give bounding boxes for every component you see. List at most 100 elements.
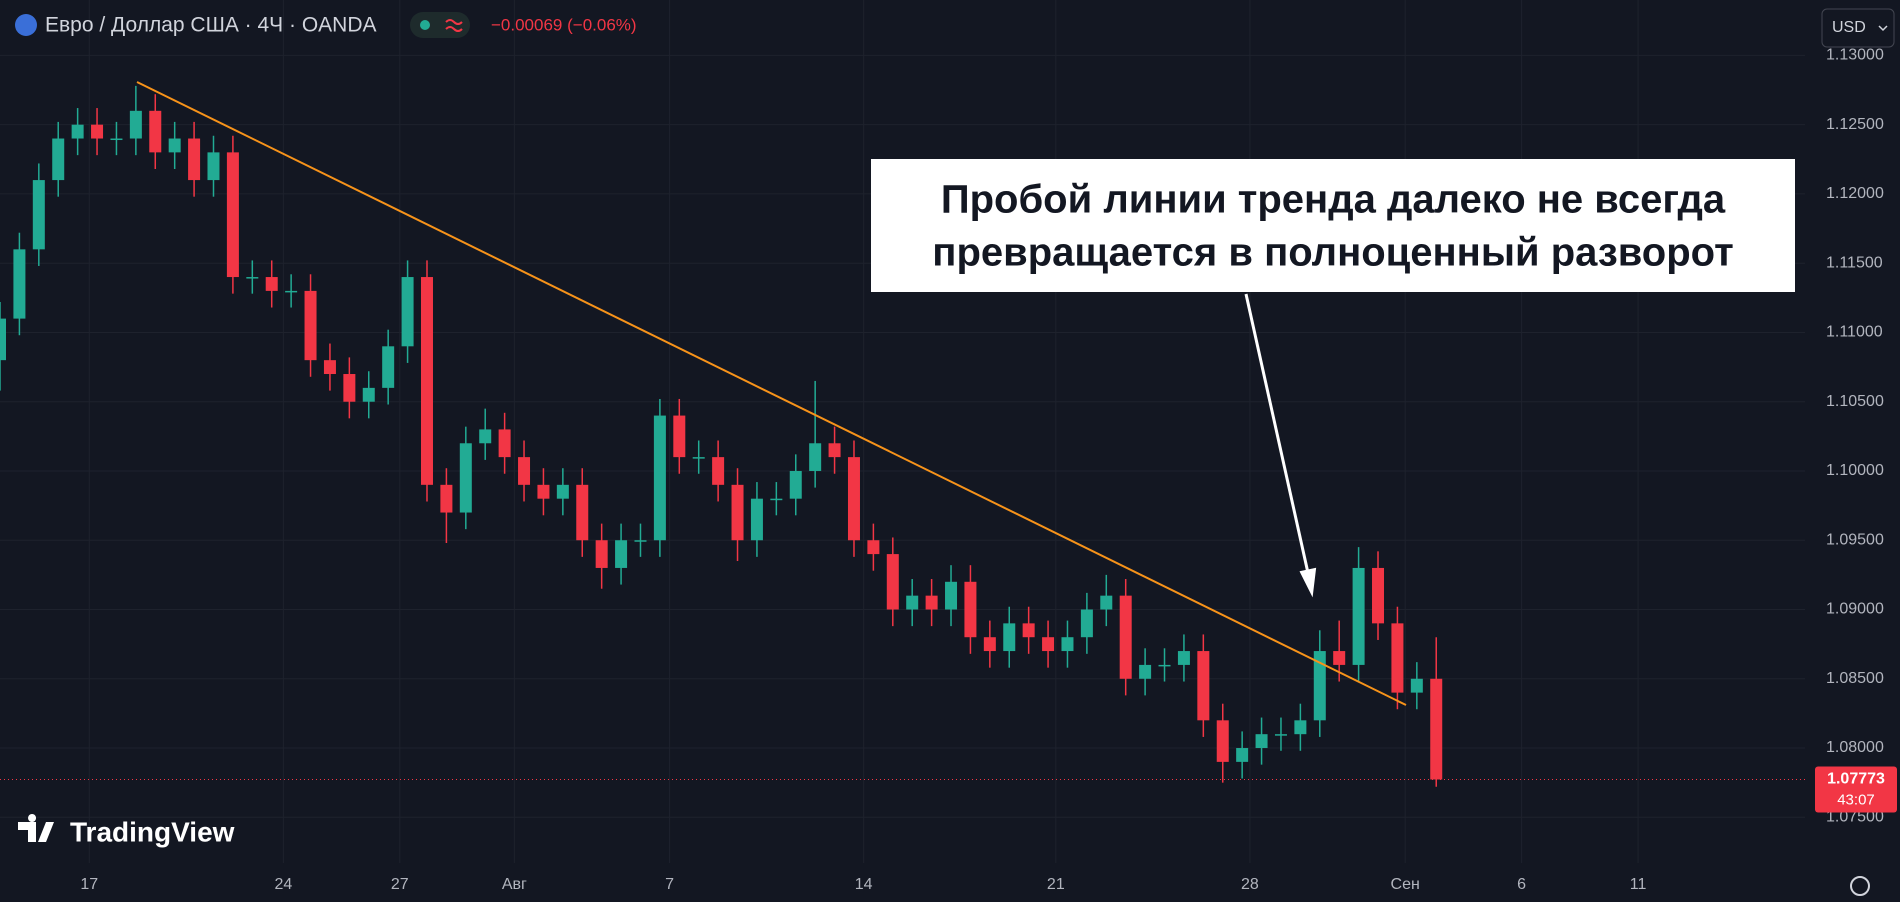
logo-mark bbox=[18, 814, 54, 842]
candle-body bbox=[731, 484, 744, 541]
candle-body bbox=[323, 360, 336, 375]
x-tick-label: 24 bbox=[274, 876, 292, 893]
candle-body bbox=[440, 484, 453, 513]
x-tick-label: 21 bbox=[1047, 876, 1065, 893]
candle-body bbox=[1255, 734, 1268, 749]
candle-body bbox=[1352, 567, 1365, 665]
candle-body bbox=[32, 180, 45, 250]
x-tick-label: 27 bbox=[391, 876, 409, 893]
candle-body bbox=[886, 554, 899, 610]
candle-body bbox=[459, 443, 472, 513]
candle-body bbox=[304, 290, 317, 361]
trend-line bbox=[136, 81, 1407, 706]
status-pill[interactable] bbox=[410, 12, 470, 38]
candle-body bbox=[91, 124, 104, 139]
candle-body bbox=[0, 318, 6, 361]
candle-body bbox=[1022, 623, 1035, 638]
y-tick-label: 1.09000 bbox=[1826, 601, 1884, 618]
candle-body bbox=[1410, 678, 1423, 693]
candle-body bbox=[420, 277, 433, 485]
candle-body bbox=[770, 498, 783, 501]
grid bbox=[0, 0, 1805, 863]
candle-body bbox=[1313, 651, 1326, 721]
currency-label: USD bbox=[1832, 19, 1866, 36]
candle-body bbox=[750, 498, 763, 541]
candle-body bbox=[1236, 748, 1249, 762]
candle-body bbox=[71, 124, 84, 139]
x-tick-label: 7 bbox=[665, 876, 674, 893]
candle-body bbox=[129, 110, 142, 139]
candle-body bbox=[110, 138, 123, 141]
candle-body bbox=[343, 374, 356, 402]
candle-body bbox=[712, 457, 725, 485]
x-tick-label: 6 bbox=[1517, 876, 1526, 893]
candle-body bbox=[925, 595, 938, 610]
settings-icon[interactable] bbox=[1850, 876, 1870, 896]
candle-body bbox=[789, 470, 802, 499]
annotation-line: превращается в полноценный разворот bbox=[932, 231, 1733, 275]
candle-body bbox=[828, 443, 841, 458]
currency-button[interactable] bbox=[1821, 8, 1895, 48]
x-tick-label: Авг bbox=[502, 876, 527, 893]
candle-body bbox=[673, 415, 686, 458]
candle-body bbox=[1197, 651, 1210, 721]
candle-body bbox=[226, 152, 239, 278]
price-change: −0.00069 (−0.06%) bbox=[491, 15, 637, 34]
candle-body bbox=[1080, 609, 1093, 638]
candle-body bbox=[1177, 651, 1190, 665]
candle-body bbox=[401, 277, 414, 347]
candle-body bbox=[188, 138, 201, 181]
candle-body bbox=[1430, 678, 1443, 780]
y-tick-label: 1.12500 bbox=[1826, 116, 1884, 133]
candle-body bbox=[1042, 637, 1055, 652]
candle-body bbox=[692, 457, 705, 459]
y-tick-label: 1.11500 bbox=[1826, 254, 1883, 271]
candle-body bbox=[13, 249, 26, 319]
logo-text: TradingView bbox=[70, 816, 235, 847]
dropdown-icon bbox=[1878, 25, 1888, 32]
y-tick-label: 1.08500 bbox=[1826, 670, 1884, 687]
y-tick-label: 1.11000 bbox=[1826, 324, 1883, 341]
candle-body bbox=[653, 415, 666, 541]
symbol-title: Евро / Доллар США · 4Ч · OANDA bbox=[45, 14, 377, 37]
candle-body bbox=[207, 152, 220, 181]
candle-body bbox=[246, 277, 259, 279]
y-tick-label: 1.08000 bbox=[1826, 739, 1884, 756]
y-tick-label: 1.07500 bbox=[1826, 809, 1884, 826]
candle-body bbox=[1158, 664, 1171, 667]
candle-body bbox=[1274, 734, 1287, 736]
candle-body bbox=[168, 138, 181, 153]
last-price: 1.07773 43:07 bbox=[1815, 766, 1897, 813]
symbol-icon bbox=[15, 14, 37, 36]
candle-body bbox=[1139, 664, 1152, 679]
y-tick-label: 1.10000 bbox=[1826, 462, 1884, 479]
annotation-arrow bbox=[1244, 293, 1312, 583]
candle-body bbox=[1119, 595, 1132, 679]
annotation-box bbox=[871, 159, 1795, 292]
x-tick-label: Сен bbox=[1391, 876, 1420, 893]
candle-body bbox=[1003, 623, 1016, 652]
plot bbox=[0, 85, 1805, 787]
last-price-label: 1.07773 bbox=[1827, 771, 1885, 788]
candle-body bbox=[945, 581, 958, 610]
x-tick-label: 14 bbox=[855, 876, 873, 893]
status-dot bbox=[420, 20, 430, 30]
candle-body bbox=[847, 457, 860, 541]
countdown-label: 43:07 bbox=[1837, 791, 1875, 808]
y-tick-label: 1.12000 bbox=[1826, 185, 1884, 202]
candle-body bbox=[1216, 720, 1229, 762]
x-tick-label: 17 bbox=[80, 876, 98, 893]
candle-body bbox=[285, 290, 298, 293]
candle-body bbox=[634, 540, 647, 542]
candle-body bbox=[867, 540, 880, 555]
candle-body bbox=[537, 484, 550, 499]
candle-body bbox=[479, 429, 492, 444]
candle-body bbox=[595, 540, 608, 568]
x-tick-label: 28 bbox=[1241, 876, 1259, 893]
candle-body bbox=[1294, 720, 1307, 735]
candle-body bbox=[265, 277, 278, 291]
axes: 1.07500 1.08000 1.08500 1.09000 1.09500 1.100… bbox=[80, 47, 1884, 894]
y-tick-label: 1.13000 bbox=[1826, 47, 1884, 64]
